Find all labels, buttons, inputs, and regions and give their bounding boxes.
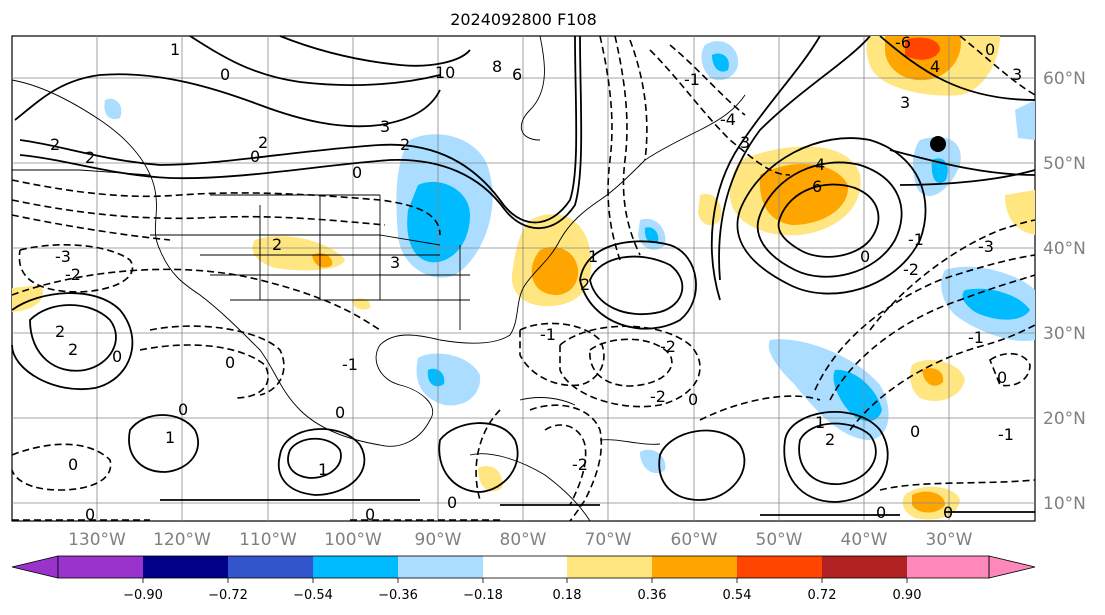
contour-label: -1 xyxy=(968,328,984,347)
colorbar-label: 0.54 xyxy=(723,588,752,603)
colorbar-label: −0.72 xyxy=(208,588,248,603)
contour-label: -2 xyxy=(903,260,919,279)
lon-tick-label: 100°W xyxy=(324,530,382,550)
contour-label: -1 xyxy=(684,70,700,89)
contour-label: 0 xyxy=(876,503,886,522)
contour-label: 2 xyxy=(400,135,410,154)
colorbar-label: −0.18 xyxy=(463,588,503,603)
contour-label: -2 xyxy=(572,455,588,474)
contour-label: -2 xyxy=(660,337,676,356)
contour-label: 0 xyxy=(943,503,953,522)
colorbar-label: −0.36 xyxy=(378,588,418,603)
contour-label: 0 xyxy=(178,400,188,419)
contour-label: -3 xyxy=(978,237,994,256)
contour-label: 2 xyxy=(825,430,835,449)
contour-label: 10 xyxy=(435,63,455,82)
contour-label: -1 xyxy=(908,230,924,249)
graticule xyxy=(12,36,1035,521)
contour-label: 0 xyxy=(365,505,375,524)
lat-tick-label: 40°N xyxy=(1043,239,1086,259)
contour-label: 6 xyxy=(512,65,522,84)
lon-tick-label: 30°W xyxy=(926,530,973,550)
colorbar-label: 0.36 xyxy=(638,588,667,603)
lon-tick-label: 70°W xyxy=(585,530,632,550)
contour-label: -1 xyxy=(540,325,556,344)
lon-tick-label: 90°W xyxy=(415,530,462,550)
lat-tick-label: 50°N xyxy=(1043,154,1086,174)
lat-tick-labels: 60°N 50°N 40°N 30°N 20°N 10°N xyxy=(1043,69,1086,514)
contour-label: 2 xyxy=(580,275,590,294)
colorbar-label: 0.90 xyxy=(893,588,922,603)
lon-tick-label: 40°W xyxy=(841,530,888,550)
contour-label: 2 xyxy=(258,133,268,152)
colorbar: −0.90 −0.72 −0.54 −0.36 −0.18 0.18 0.36 … xyxy=(11,555,1036,603)
lon-tick-label: 110°W xyxy=(239,530,297,550)
lat-tick-label: 30°N xyxy=(1043,324,1086,344)
contour-label: 0 xyxy=(997,368,1007,387)
contour-label: 0 xyxy=(68,455,78,474)
contour-label: 3 xyxy=(380,117,390,136)
contour-label: 0 xyxy=(220,65,230,84)
contour-label: 4 xyxy=(815,155,825,174)
contour-label: 0 xyxy=(112,347,122,366)
contour-label: 3 xyxy=(900,93,910,112)
lon-tick-label: 120°W xyxy=(153,530,211,550)
shaded-field xyxy=(12,36,1035,520)
lon-tick-label: 50°W xyxy=(756,530,803,550)
contour-label: 2 xyxy=(272,235,282,254)
contour-label: 3 xyxy=(740,133,750,152)
contour-label: 1 xyxy=(318,460,328,479)
contour-label: 1 xyxy=(170,40,180,59)
contour-label: -1 xyxy=(342,355,358,374)
plot-title: 2024092800 F108 xyxy=(450,10,597,29)
contour-label: -2 xyxy=(650,387,666,406)
contour-label: 0 xyxy=(335,403,345,422)
contour-label: 8 xyxy=(492,57,502,76)
contour-label: -1 xyxy=(998,425,1014,444)
contour-label: 2 xyxy=(68,340,78,359)
lat-tick-label: 20°N xyxy=(1043,409,1086,429)
contour-label: 3 xyxy=(1012,65,1022,84)
contour-label: 1 xyxy=(165,428,175,447)
contour-label: 2 xyxy=(50,135,60,154)
contour-label: -2 xyxy=(65,265,81,284)
lat-tick-label: 10°N xyxy=(1043,494,1086,514)
contour-label: 0 xyxy=(85,505,95,524)
contour-label: 1 xyxy=(588,247,598,266)
contour-label: -3 xyxy=(55,247,71,266)
contour-label: 6 xyxy=(812,177,822,196)
contour-label: -4 xyxy=(720,110,736,129)
colorbar-label: 0.18 xyxy=(553,588,582,603)
contour-label: 0 xyxy=(985,40,995,59)
contour-label: 2 xyxy=(55,322,65,341)
contour-label: 0 xyxy=(225,353,235,372)
colorbar-label: −0.54 xyxy=(293,588,333,603)
contours-positive xyxy=(11,35,1036,516)
contour-label: -6 xyxy=(895,33,911,52)
contour-label: 0 xyxy=(688,390,698,409)
location-marker xyxy=(930,136,946,152)
contour-label: 2 xyxy=(85,148,95,167)
contour-label: 0 xyxy=(910,422,920,441)
contours-negative xyxy=(11,35,1036,522)
contour-label: 1 xyxy=(815,413,825,432)
lon-tick-label: 130°W xyxy=(68,530,126,550)
contour-label: 0 xyxy=(860,247,870,266)
contour-label: 0 xyxy=(447,493,457,512)
lon-tick-label: 60°W xyxy=(671,530,718,550)
contour-label: 0 xyxy=(250,147,260,166)
contour-label: 4 xyxy=(930,57,940,76)
colorbar-label: −0.90 xyxy=(123,588,163,603)
lon-tick-labels: 130°W 120°W 110°W 100°W 90°W 80°W 70°W 6… xyxy=(68,530,973,550)
contour-label: 0 xyxy=(352,163,362,182)
contour-labels: 10 6 8 -6 6 4 4 3 2 2 0 0 2 2 1 0 -3 -2 … xyxy=(50,33,1022,524)
contour-label: 3 xyxy=(390,253,400,272)
colorbar-label: 0.72 xyxy=(808,588,837,603)
lon-tick-label: 80°W xyxy=(500,530,547,550)
lat-tick-label: 60°N xyxy=(1043,69,1086,89)
